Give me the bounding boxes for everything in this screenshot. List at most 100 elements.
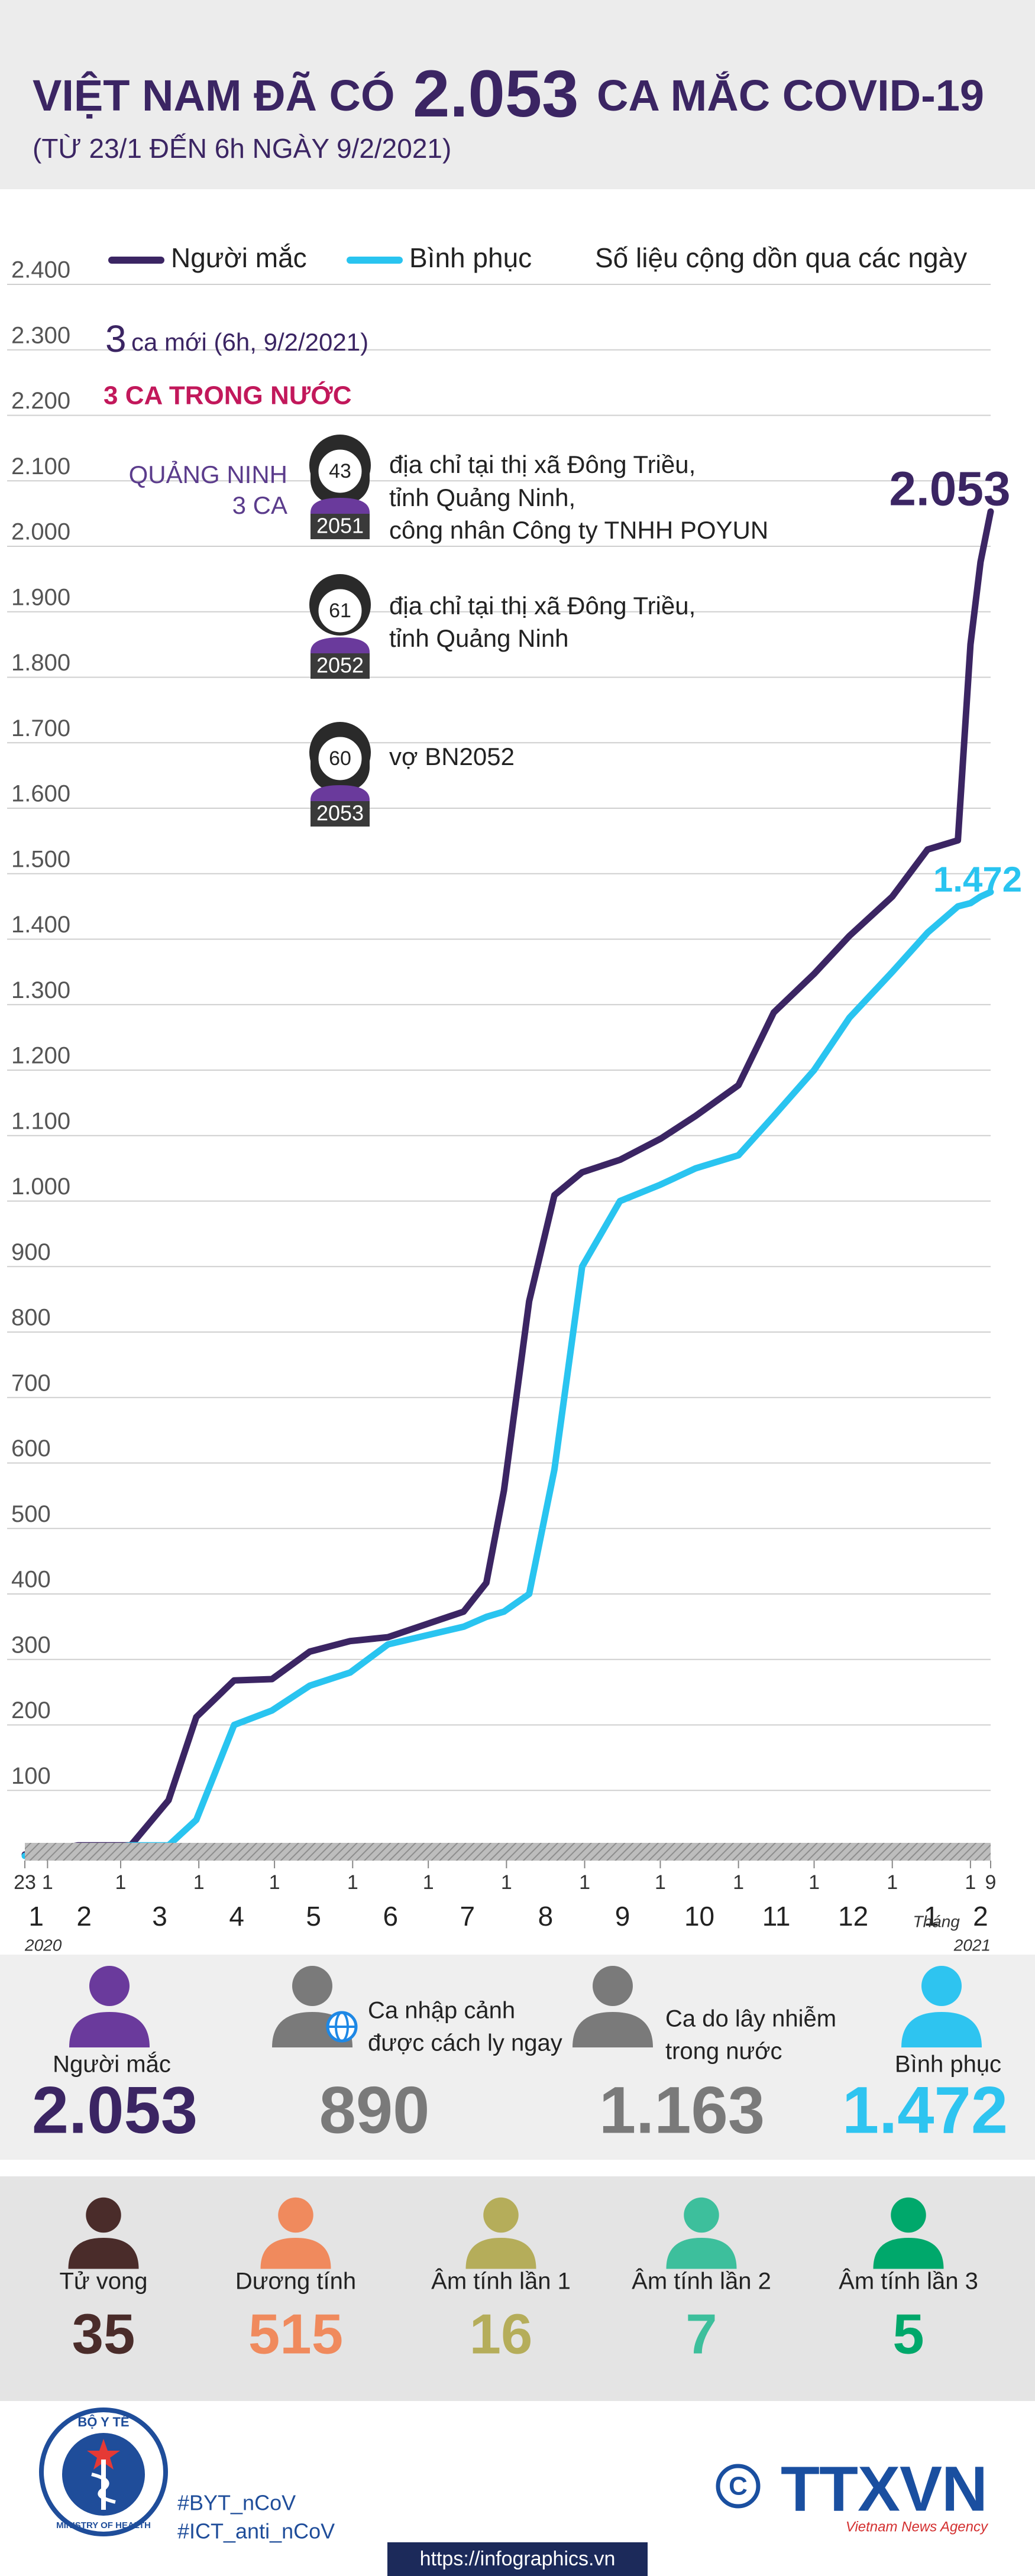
series-line — [21, 508, 994, 1858]
outcome-value: 16 — [470, 2302, 533, 2366]
person-body — [901, 2012, 982, 2047]
y-tick-label: 1.600 — [11, 781, 70, 807]
y-tick-label: 2.400 — [11, 257, 70, 283]
person-body — [465, 2238, 536, 2269]
legend-note: Số liệu cộng dồn qua các ngày — [595, 242, 967, 273]
x-tick-label: 1 — [423, 1871, 434, 1894]
outcome-label: Âm tính lần 1 — [431, 2268, 571, 2295]
title: VIỆT NAM ĐÃ CÓ 2.053 CA MẮC COVID-19 — [33, 57, 984, 131]
person-body — [260, 2238, 331, 2269]
x-tick-label: 1 — [269, 1871, 280, 1894]
y-tick-label: 1.500 — [11, 846, 70, 872]
ministry-name: BỘ Y TẾ — [77, 2415, 129, 2429]
month-label: 7 — [460, 1901, 475, 1932]
face — [316, 448, 364, 495]
patient-description: địa chỉ tại thị xã Đông Triều, — [389, 451, 696, 478]
person-head — [89, 1966, 130, 2006]
y-tick-label: 2.200 — [11, 388, 70, 414]
patient-icon: 61 2052 — [309, 574, 371, 679]
summary-value: 1.472 — [842, 2073, 1008, 2147]
end-value-label: 2.053 — [889, 462, 1010, 516]
face — [316, 735, 364, 782]
id-box — [310, 801, 370, 827]
month-label: 10 — [684, 1901, 714, 1932]
url: https://infographics.vn — [420, 2548, 616, 2570]
hashtag: #BYT_nCoV — [177, 2491, 296, 2515]
subtitle: (TỪ 23/1 ĐẾN 6h NGÀY 9/2/2021) — [33, 133, 451, 164]
patient-id: 2053 — [316, 801, 364, 825]
x-tick-label: 1 — [115, 1871, 127, 1894]
summary-label: Ca nhập cảnh — [368, 1998, 515, 2024]
person-head — [684, 2197, 719, 2233]
copyright-letter: C — [729, 2472, 748, 2501]
month-label: 9 — [615, 1901, 630, 1932]
y-tick-label: 500 — [11, 1501, 51, 1527]
outcome-value: 515 — [248, 2302, 343, 2366]
person-body — [68, 2238, 139, 2269]
y-tick-label: 100 — [11, 1763, 51, 1789]
outcome-label: Dương tính — [235, 2269, 356, 2295]
patient-id: 2052 — [316, 653, 364, 678]
title-prefix: VIỆT NAM ĐÃ CÓ — [33, 71, 395, 120]
ministry-logo: BỘ Y TẾ MINISTRY OF HEALTH — [39, 2407, 168, 2536]
patient-description: địa chỉ tại thị xã Đông Triều, — [389, 592, 696, 620]
patient-age: 43 — [329, 460, 351, 482]
province-count: 3 CA — [232, 491, 287, 519]
new-cases-number: 3 — [105, 317, 127, 360]
y-tick-label: 1.800 — [11, 650, 70, 676]
x-tick-label: 1 — [655, 1871, 666, 1894]
title-suffix: CA MẮC COVID-19 — [597, 71, 984, 120]
month-label: 5 — [306, 1901, 321, 1932]
series-line — [21, 889, 994, 1859]
outcome-label: Âm tính lần 2 — [632, 2268, 771, 2295]
month-label: 2 — [973, 1901, 988, 1932]
person-head — [292, 1966, 332, 2006]
y-tick-label: 300 — [11, 1632, 51, 1658]
month-label: 12 — [838, 1901, 868, 1932]
legend-label: Bình phục — [409, 242, 532, 273]
person-head — [921, 1966, 962, 2006]
domestic-label: 3 CA TRONG NƯỚC — [104, 381, 352, 410]
person-body — [573, 2012, 653, 2047]
id-box — [310, 514, 370, 539]
x-tick-label: 1 — [965, 1871, 976, 1894]
summary-label: được cách ly ngay — [368, 2030, 562, 2056]
month-label: 8 — [538, 1901, 554, 1932]
y-tick-label: 1.300 — [11, 977, 70, 1003]
legend-label: Người mắc — [171, 242, 307, 273]
header-background — [0, 0, 1035, 189]
x-tick-label: 1 — [733, 1871, 744, 1894]
ministry-name-en: MINISTRY OF HEALTH — [56, 2520, 151, 2530]
summary-background — [0, 1955, 1035, 2160]
url-bar — [387, 2542, 648, 2576]
person-body — [666, 2238, 737, 2269]
summary-label: Bình phục — [895, 2052, 1001, 2078]
year-label: 2021 — [953, 1936, 991, 1954]
chart: 100 200 300 400 500 600 700 800 900 1.000 1.100 1.2… — [7, 242, 1022, 1954]
axis-band — [25, 1843, 991, 1861]
month-label: 2 — [76, 1901, 92, 1932]
x-tick-label: 1 — [808, 1871, 820, 1894]
person-body — [69, 2012, 150, 2047]
outcome-label: Âm tính lần 3 — [839, 2268, 978, 2295]
hashtag: #ICT_anti_nCoV — [177, 2519, 335, 2543]
agency-logo: TTXVN — [781, 2453, 988, 2525]
outcome-value: 35 — [72, 2302, 135, 2366]
person-head — [278, 2197, 313, 2233]
x-tick-label: 1 — [501, 1871, 512, 1894]
y-tick-label: 2.300 — [11, 322, 70, 348]
y-tick-label: 200 — [11, 1697, 51, 1723]
face — [316, 587, 364, 634]
new-cases-text: ca mới (6h, 9/2/2021) — [131, 328, 368, 356]
person-body — [873, 2238, 944, 2269]
y-tick-label: 1.000 — [11, 1174, 70, 1200]
y-tick-label: 900 — [11, 1239, 51, 1265]
month-label: 1 — [924, 1901, 939, 1932]
y-tick-label: 800 — [11, 1305, 51, 1331]
y-tick-label: 1.900 — [11, 584, 70, 610]
patient-icon: 43 2051 — [309, 435, 371, 539]
month-label: 4 — [229, 1901, 244, 1932]
patient-description: công nhân Công ty TNHH POYUN — [389, 516, 768, 544]
